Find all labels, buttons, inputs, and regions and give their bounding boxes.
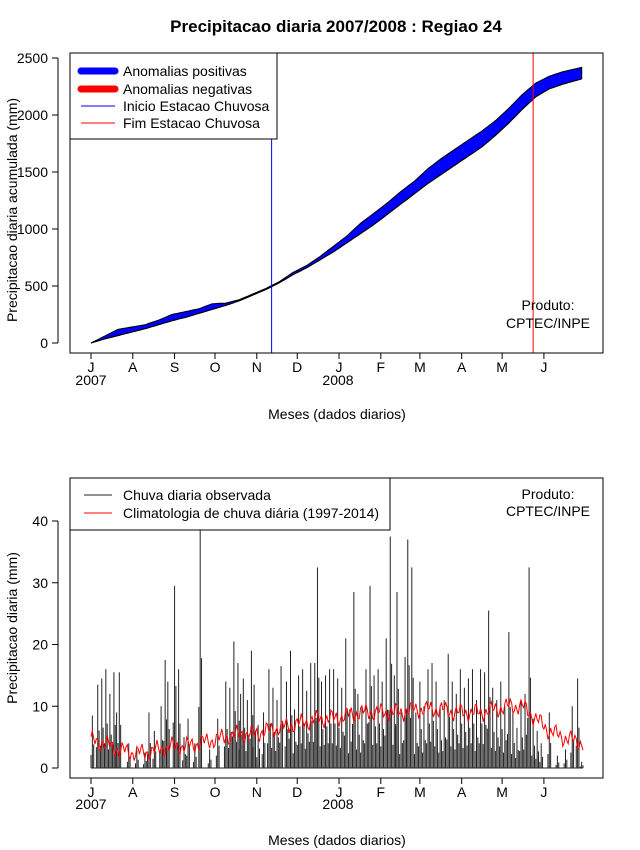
x-tick-label: A	[128, 359, 138, 375]
x-tick-label-2: O	[210, 784, 221, 800]
x-tick-label-2: J	[336, 784, 343, 800]
year-label-2007-b: 2007	[75, 796, 106, 812]
chart-accumulated: Precipitacao diaria 2007/2008 : Regiao 2…	[4, 17, 604, 422]
x-tick-label-2: A	[128, 784, 138, 800]
legend-box	[69, 52, 278, 140]
chart-daily: 0 10 20 30 40 J A S O N D J F M A M J Precipitacao diar…	[4, 477, 604, 848]
legend-box-2	[69, 477, 391, 531]
legend-label-end: Fim Estacao Chuvosa	[123, 115, 260, 131]
x-tick-label-2: N	[252, 784, 262, 800]
y-tick-label-2: 10	[32, 698, 48, 714]
y-tick-label: 0	[40, 335, 48, 351]
year-label-2008: 2008	[322, 372, 353, 388]
y-axis-label: Precipitacao diaria acumulada (mm)	[4, 98, 20, 322]
x-tick-label-2: S	[170, 784, 179, 800]
product-source-2: CPTEC/INPE	[506, 503, 590, 519]
y-tick-label: 2500	[17, 50, 48, 66]
x-axis-label-2: Meses (dados diarios)	[268, 832, 406, 848]
x-tick-label-2: M	[414, 784, 426, 800]
x-tick-label: N	[252, 359, 262, 375]
y-axis-label-2: Precipitacao diaria (mm)	[4, 552, 20, 704]
x-tick-label-2: F	[377, 784, 386, 800]
climatology-line	[90, 697, 584, 762]
x-tick-label: O	[210, 359, 221, 375]
climatology-accumulated-line	[90, 78, 582, 344]
y-tick-label: 2000	[17, 107, 48, 123]
y-axis: 0 500 1000 1500 2000 2500	[17, 50, 59, 351]
product-source: CPTEC/INPE	[506, 315, 590, 331]
y-tick-label: 1000	[17, 221, 48, 237]
x-tick-label: M	[496, 359, 508, 375]
y-tick-label-2: 30	[32, 575, 48, 591]
x-tick-label: A	[457, 359, 467, 375]
daily-spikes	[90, 524, 584, 769]
y-tick-label-2: 40	[32, 513, 48, 529]
x-axis-label: Meses (dados diarios)	[268, 406, 406, 422]
legend-label-observed: Chuva diaria observada	[123, 487, 271, 503]
x-tick-label: F	[377, 359, 386, 375]
x-tick-label: D	[292, 359, 302, 375]
y-tick-label-2: 20	[32, 637, 48, 653]
y-tick-label-2: 0	[40, 760, 48, 776]
legend-label-climatology: Climatologia de chuva diária (1997-2014)	[123, 505, 379, 521]
x-tick-label-2: J	[88, 784, 95, 800]
x-tick-label: J	[540, 359, 547, 375]
y-tick-label: 1500	[17, 164, 48, 180]
legend-label-positive: Anomalias positivas	[123, 63, 247, 79]
x-tick-label-2: J	[540, 784, 547, 800]
year-label-2007: 2007	[75, 372, 106, 388]
legend-label-start: Inicio Estacao Chuvosa	[123, 98, 270, 114]
chart-title: Precipitacao diaria 2007/2008 : Regiao 2…	[170, 17, 502, 36]
climatology-daily-line	[90, 697, 584, 762]
year-label-2008-b: 2008	[322, 796, 353, 812]
y-tick-label: 500	[25, 278, 49, 294]
legend: Anomalias positivas Anomalias negativas …	[69, 52, 278, 140]
product-label: Produto:	[522, 297, 575, 313]
x-tick-label-2: M	[496, 784, 508, 800]
x-tick-label: S	[170, 359, 179, 375]
x-tick-label-2: D	[292, 784, 302, 800]
y-axis-2: 0 10 20 30 40	[32, 513, 59, 776]
legend-label-negative: Anomalias negativas	[123, 81, 252, 97]
x-tick-label: J	[88, 359, 95, 375]
x-tick-label-2: A	[457, 784, 467, 800]
legend-2: Chuva diaria observada Climatologia de c…	[69, 477, 391, 531]
product-label-2: Produto:	[522, 486, 575, 502]
x-tick-label: J	[336, 359, 343, 375]
x-tick-label: M	[414, 359, 426, 375]
